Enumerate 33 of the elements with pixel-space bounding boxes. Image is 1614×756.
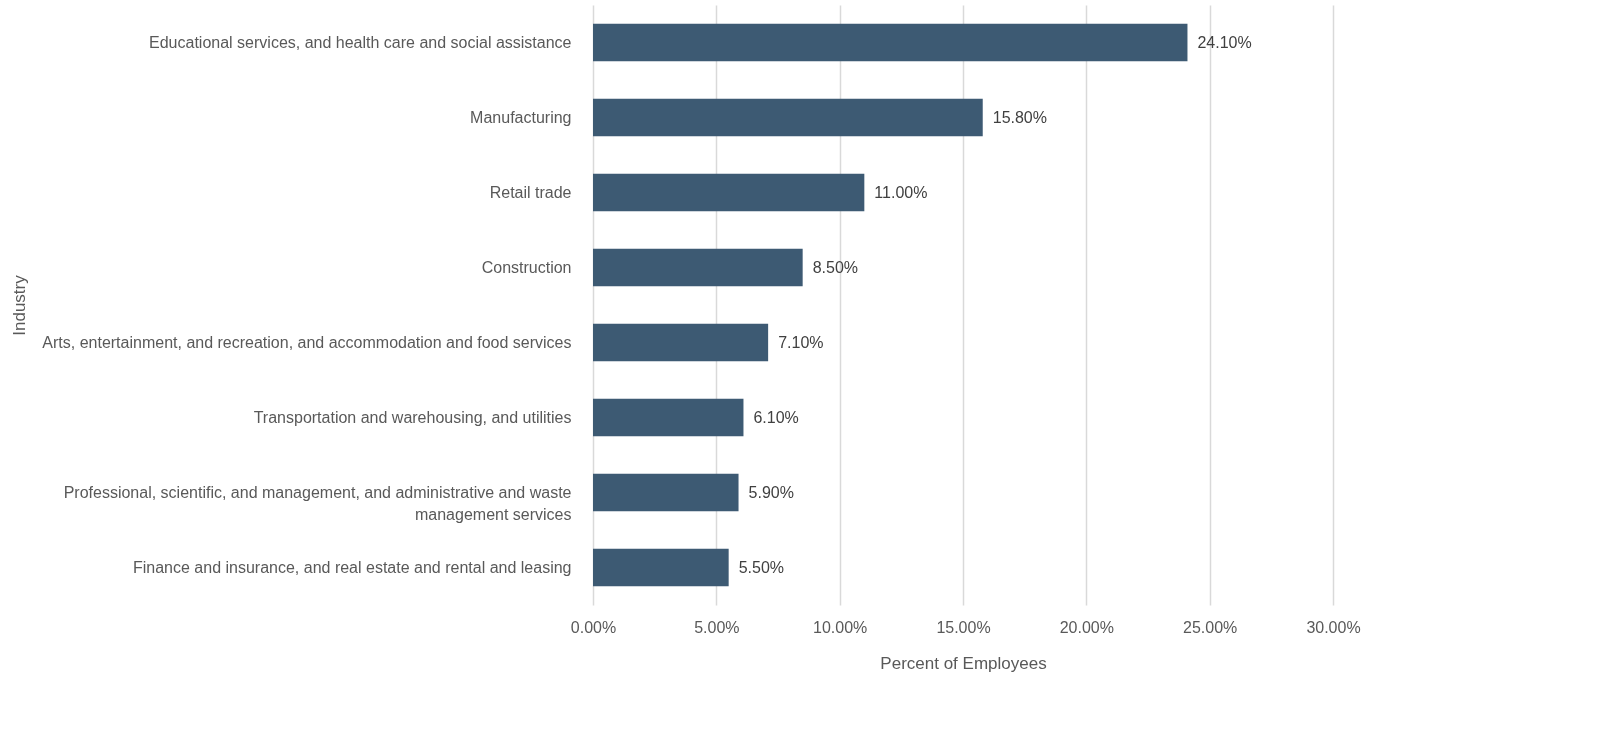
y-tick-label: Transportation and warehousing, and utilities xyxy=(253,408,572,426)
y-tick-label: Construction xyxy=(481,258,572,276)
y-tick-label: Retail trade xyxy=(489,183,572,201)
x-axis-title: Percent of Employees xyxy=(880,653,1047,673)
y-tick-label: Arts, entertainment, and recreation, and accommodation and food services xyxy=(42,333,572,351)
y-tick-label: Educational services, and health care and social assistance xyxy=(149,33,572,51)
data-label: 5.90% xyxy=(748,483,794,501)
x-tick-label: 25.00% xyxy=(1183,618,1238,636)
x-tick-label: 10.00% xyxy=(813,618,868,636)
bar xyxy=(593,173,865,212)
x-tick-label: 15.00% xyxy=(936,618,991,636)
x-tick-label: 0.00% xyxy=(570,618,617,636)
data-label: 8.50% xyxy=(812,258,859,276)
bar xyxy=(593,248,803,287)
data-label: 6.10% xyxy=(753,408,799,426)
x-tick-label: 5.00% xyxy=(694,618,740,636)
y-tick-label: Professional, scientific, and management, and administrative and waste management services xyxy=(63,483,572,523)
x-tick-label: 30.00% xyxy=(1306,618,1361,636)
bar xyxy=(593,23,1188,62)
data-label: 24.10% xyxy=(1197,33,1252,51)
x-tick-label: 20.00% xyxy=(1059,618,1114,636)
y-tick-label: Finance and insurance, and real estate and rental and leasing xyxy=(132,558,572,576)
data-label: 7.10% xyxy=(778,333,824,351)
bar xyxy=(593,398,744,437)
bar xyxy=(593,548,729,587)
data-label: 11.00% xyxy=(874,183,928,201)
bar xyxy=(593,473,739,512)
bar xyxy=(593,323,769,362)
data-label: 5.50% xyxy=(738,558,785,576)
data-label: 15.80% xyxy=(992,108,1047,126)
bar xyxy=(593,98,983,137)
y-axis-title: Industry xyxy=(9,274,29,336)
y-tick-label: Manufacturing xyxy=(470,108,572,126)
